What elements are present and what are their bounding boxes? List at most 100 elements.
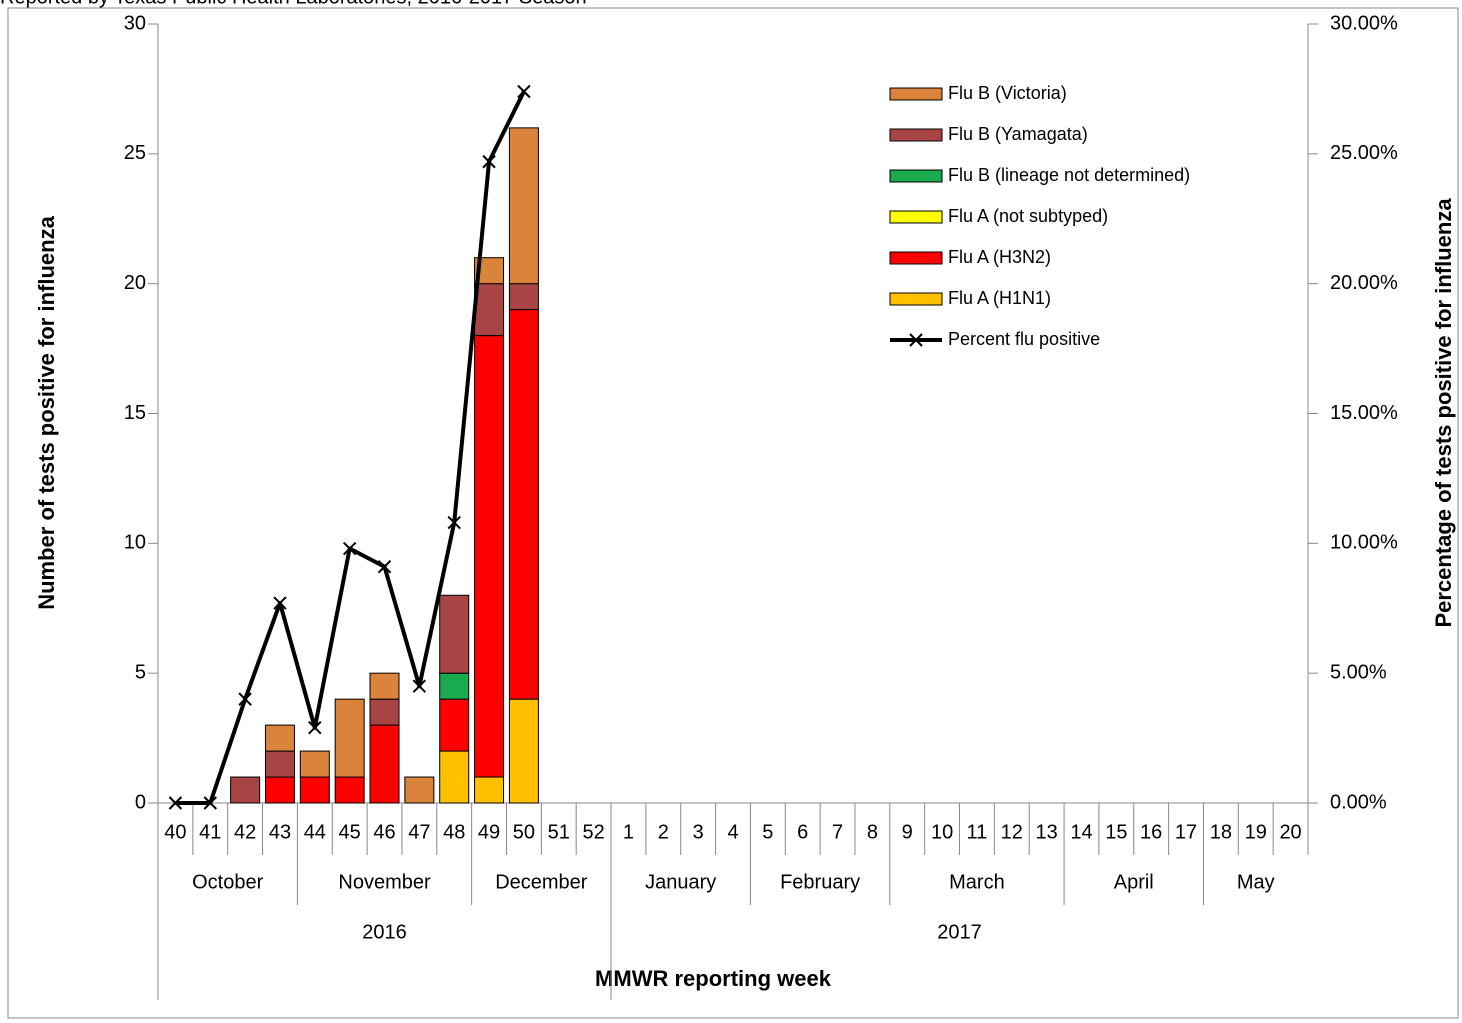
x-tick-label: 2 [658,821,669,843]
bar-segment [369,724,400,804]
legend-label: Percent flu positive [948,329,1100,349]
y-tick-label: 30 [124,12,146,34]
bar-segment [474,776,505,804]
bar-segment [230,776,261,804]
line-marker [273,596,287,610]
line-marker [308,720,322,735]
y2-axis-title: Percentage of tests positive for influen… [1431,198,1456,628]
line-marker [482,154,496,169]
x-tick-label: 46 [373,821,395,843]
line-marker [238,692,252,706]
month-label: May [1237,871,1275,893]
bar-segment [508,127,539,285]
bar-segment [334,698,365,778]
y2-tick-label: 25.00% [1330,142,1398,164]
month-label: March [949,871,1005,893]
line-marker [412,679,427,693]
legend-label: Flu A (H3N2) [948,247,1051,267]
chart-border [7,7,1459,1019]
x-tick-label: 40 [164,821,186,843]
line-marker [517,84,531,99]
y-tick-label: 5 [135,661,146,683]
month-label: April [1114,871,1154,893]
bar-segment [299,776,330,804]
bar-segment [369,698,400,726]
month-label: January [645,871,716,893]
y-tick-label: 0 [135,791,146,813]
line-marker [342,541,357,556]
x-tick-label: 8 [867,821,878,843]
month-label: October [192,871,263,893]
y-tick-label: 20 [124,272,146,294]
line-marker [168,796,183,810]
x-tick-label: 44 [304,821,326,843]
x-tick-label: 5 [762,821,773,843]
bar-segment [439,698,470,752]
legend-swatch [889,87,943,101]
x-tick-label: 4 [727,821,738,843]
y2-tick-label: 5.00% [1330,661,1387,683]
bar-segment [439,594,470,674]
y2-tick-label: 10.00% [1330,532,1398,554]
x-tick-label: 18 [1210,821,1232,843]
chart-subtitle: Reported by Texas Public Health Laborato… [0,0,587,8]
bar-segment [439,750,470,804]
x-tick-label: 41 [199,821,221,843]
bar-segment [264,776,295,804]
x-tick-label: 9 [902,821,913,843]
x-tick-label: 6 [797,821,808,843]
x-tick-label: 1 [623,821,634,843]
month-label: November [338,871,431,893]
x-tick-label: 47 [408,821,430,843]
legend-swatch [889,292,943,306]
line [175,90,526,805]
bar-segment [508,309,539,700]
legend-label: Flu B (Yamagata) [948,124,1088,144]
y2-tick-label: 15.00% [1330,402,1398,424]
y-axis-title: Number of tests positive for influenza [34,215,59,609]
x-tick-label: 16 [1140,821,1162,843]
y-tick-label: 10 [124,532,146,554]
x-tick-label: 10 [931,821,953,843]
bar-segment [299,750,330,778]
x-tick-label: 14 [1070,821,1092,843]
x-tick-label: 20 [1279,821,1301,843]
month-label: December [495,871,588,893]
x-tick-label: 17 [1175,821,1197,843]
x-tick-label: 7 [832,821,843,843]
x-tick-label: 50 [513,821,535,843]
legend-label: Flu B (lineage not determined) [948,165,1190,185]
legend-swatch [889,251,943,265]
legend-label: Flu A (not subtyped) [948,206,1108,226]
x-tick-label: 43 [269,821,291,843]
x-tick-label: 45 [339,821,361,843]
x-tick-label: 13 [1036,821,1058,843]
bar-segment [474,283,505,337]
x-tick-label: 15 [1105,821,1127,843]
y-tick-label: 25 [124,142,146,164]
bar-segment [474,335,505,778]
bar-segment [439,672,470,700]
year-label: 2017 [937,921,982,943]
y2-tick-label: 0.00% [1330,791,1387,813]
x-tick-label: 49 [478,821,500,843]
bar-segment [264,724,295,752]
line-marker [203,796,217,810]
x-tick-label: 11 [967,821,988,843]
bar-segment [264,750,295,778]
x-tick-label: 42 [234,821,256,843]
legend-label: Flu B (Victoria) [948,83,1067,103]
bar-segment [508,698,539,804]
x-tick-label: 3 [693,821,704,843]
legend-swatch [889,169,943,183]
line-marker [377,559,392,574]
x-tick-label: 51 [548,821,570,843]
x-tick-label: 48 [443,821,465,843]
bar-segment [334,776,365,804]
legend-marker [909,333,923,347]
y-tick-label: 15 [124,402,146,424]
x-tick-label: 19 [1245,821,1267,843]
bar-segment [404,776,435,804]
